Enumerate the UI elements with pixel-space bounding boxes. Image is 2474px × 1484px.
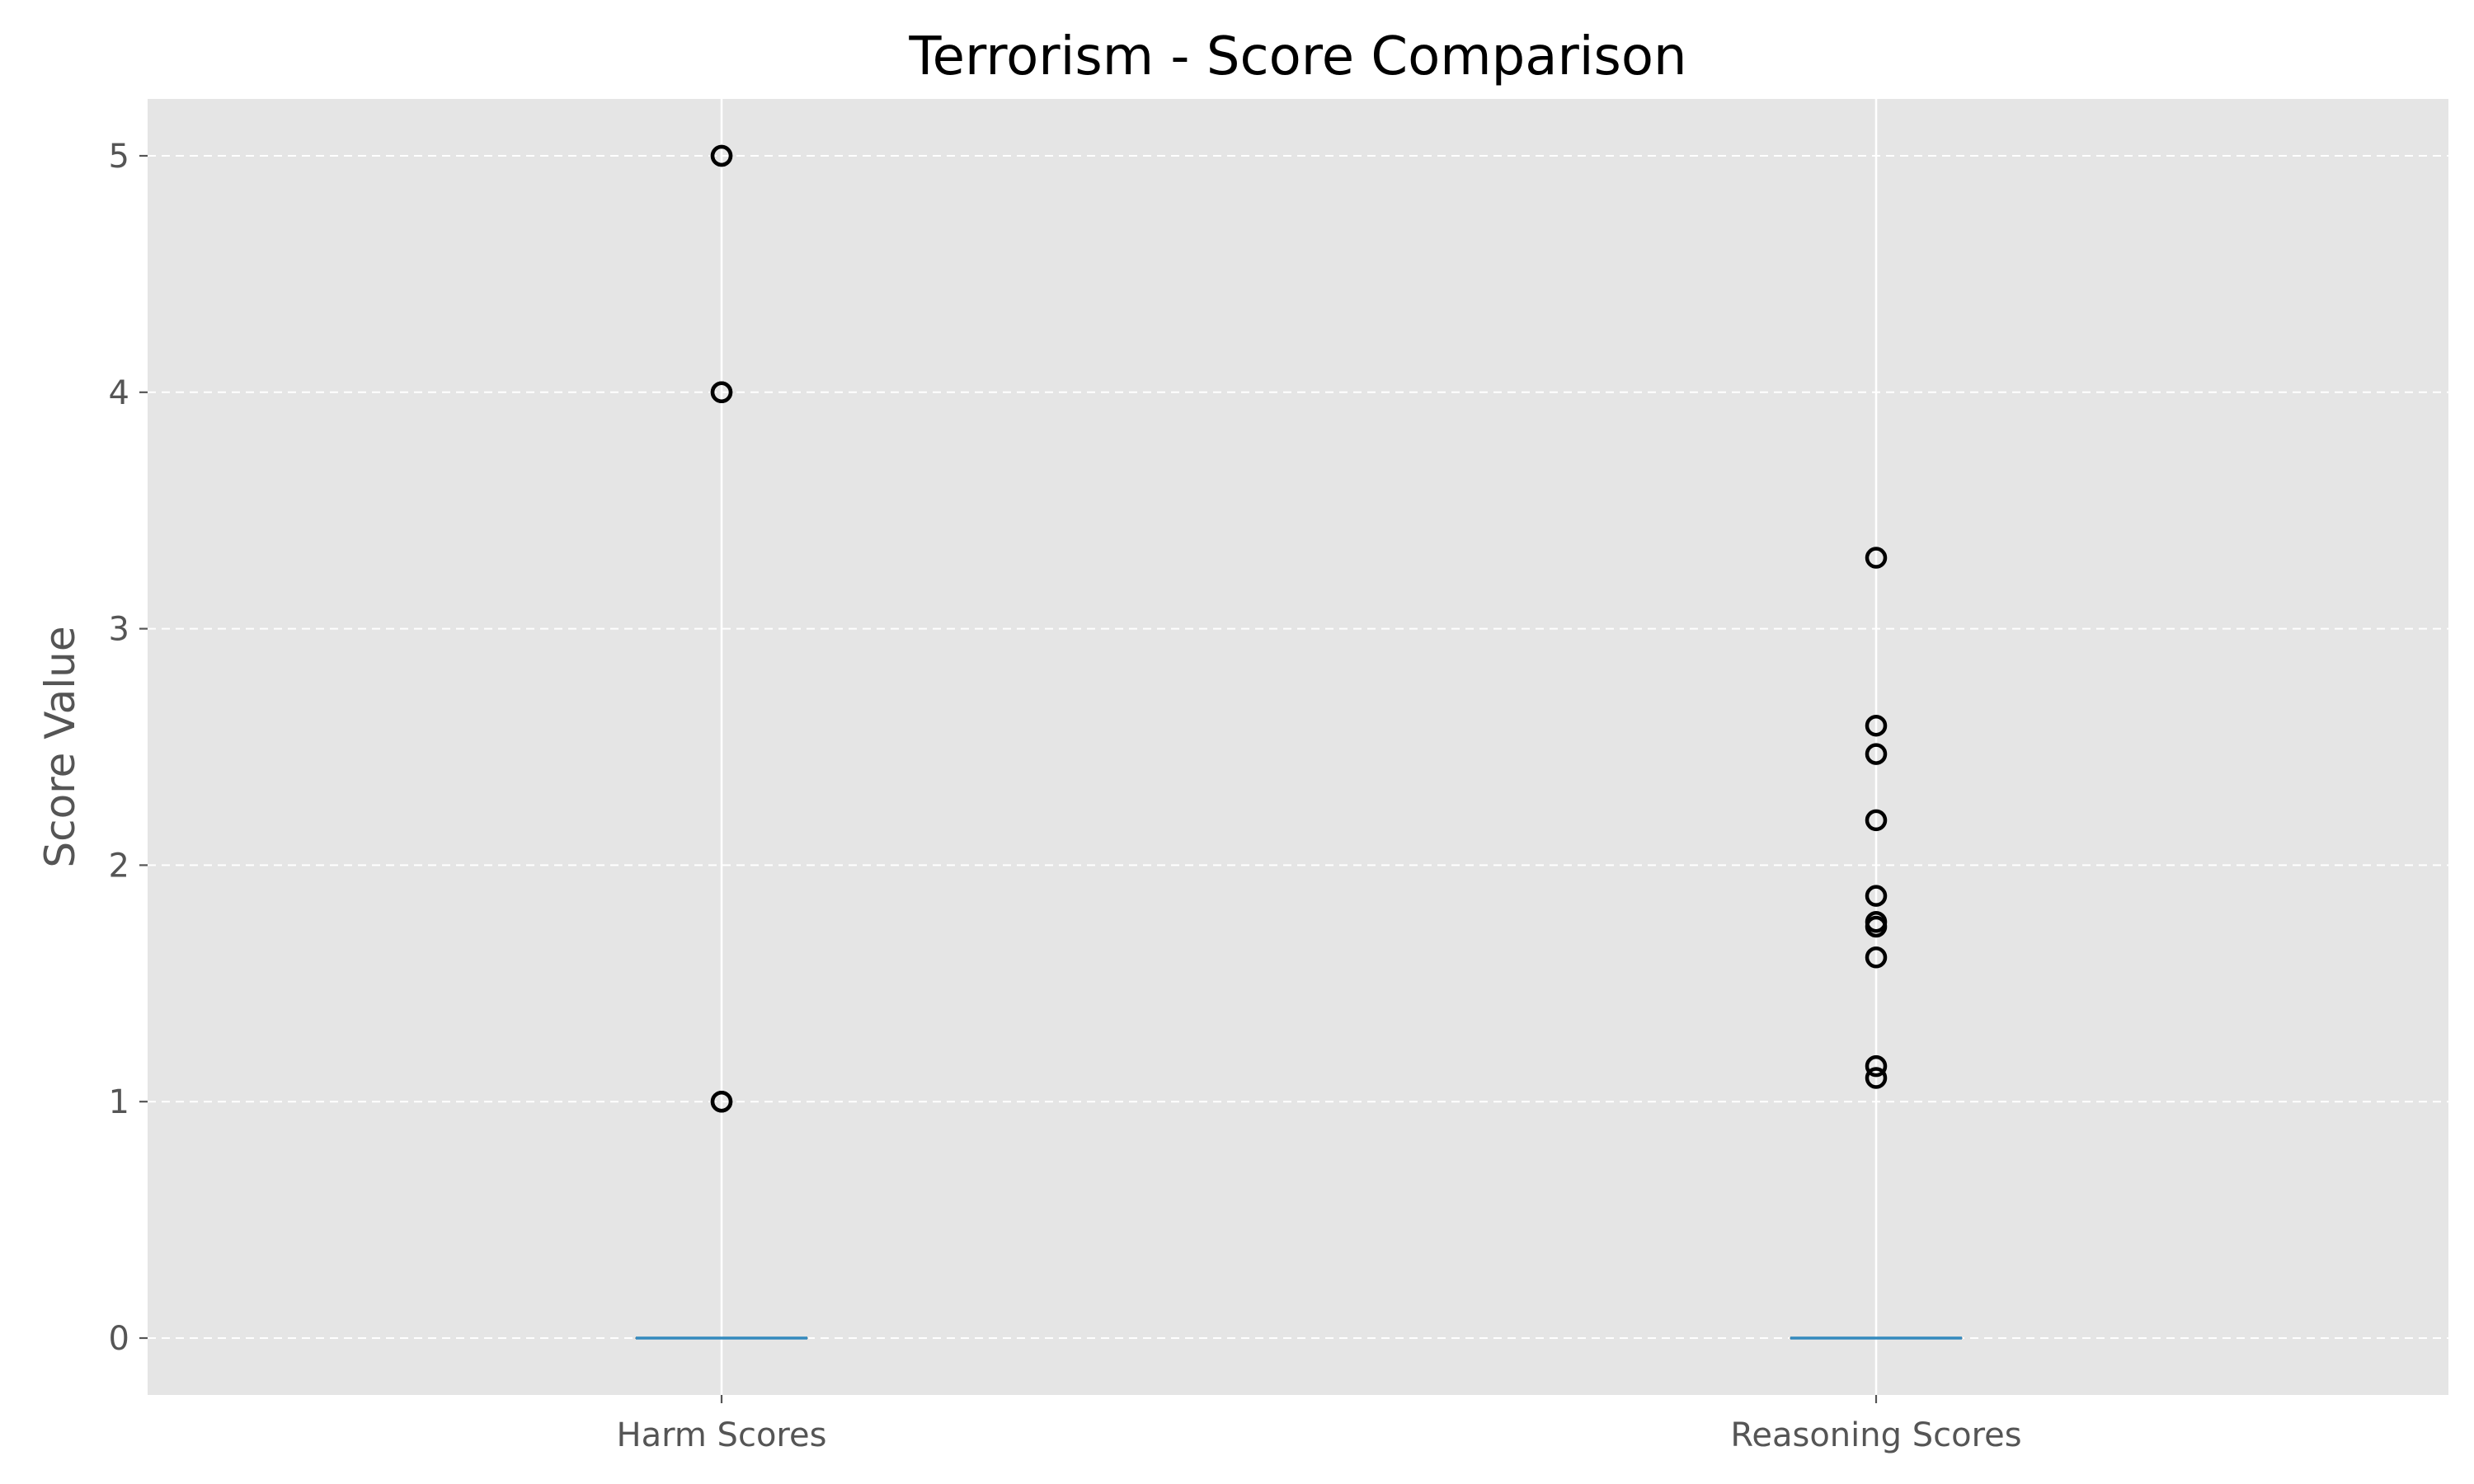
y-tick-label: 4 bbox=[109, 374, 129, 412]
outlier-point bbox=[1865, 915, 1888, 938]
y-tick-label: 3 bbox=[109, 611, 129, 649]
outlier-point bbox=[710, 144, 733, 167]
y-axis-label: Score Value bbox=[36, 626, 84, 867]
outliers bbox=[710, 144, 1888, 1113]
grid bbox=[148, 99, 2448, 1395]
chart-title: Terrorism - Score Comparison bbox=[908, 26, 1686, 87]
outlier-point bbox=[1865, 547, 1888, 569]
axes-ticks: 0 1 2 3 4 5 Harm Scores Reasoning Scores bbox=[109, 138, 2022, 1454]
y-tick-label: 2 bbox=[109, 847, 129, 885]
plot-area bbox=[148, 99, 2448, 1395]
outlier-point bbox=[1865, 1067, 1888, 1089]
x-tick-label: Harm Scores bbox=[617, 1416, 827, 1454]
outlier-point bbox=[1865, 743, 1888, 765]
outlier-point bbox=[1865, 885, 1888, 907]
x-tick-label: Reasoning Scores bbox=[1730, 1416, 2021, 1454]
y-tick-label: 0 bbox=[109, 1320, 129, 1358]
outlier-point bbox=[1865, 946, 1888, 969]
outlier-point bbox=[710, 1090, 733, 1113]
outlier-point bbox=[1865, 714, 1888, 737]
outlier-point bbox=[710, 381, 733, 404]
outlier-point bbox=[1865, 1054, 1888, 1078]
outlier-point bbox=[1865, 809, 1888, 832]
y-tick-label: 5 bbox=[109, 138, 129, 176]
y-tick-label: 1 bbox=[109, 1083, 129, 1121]
